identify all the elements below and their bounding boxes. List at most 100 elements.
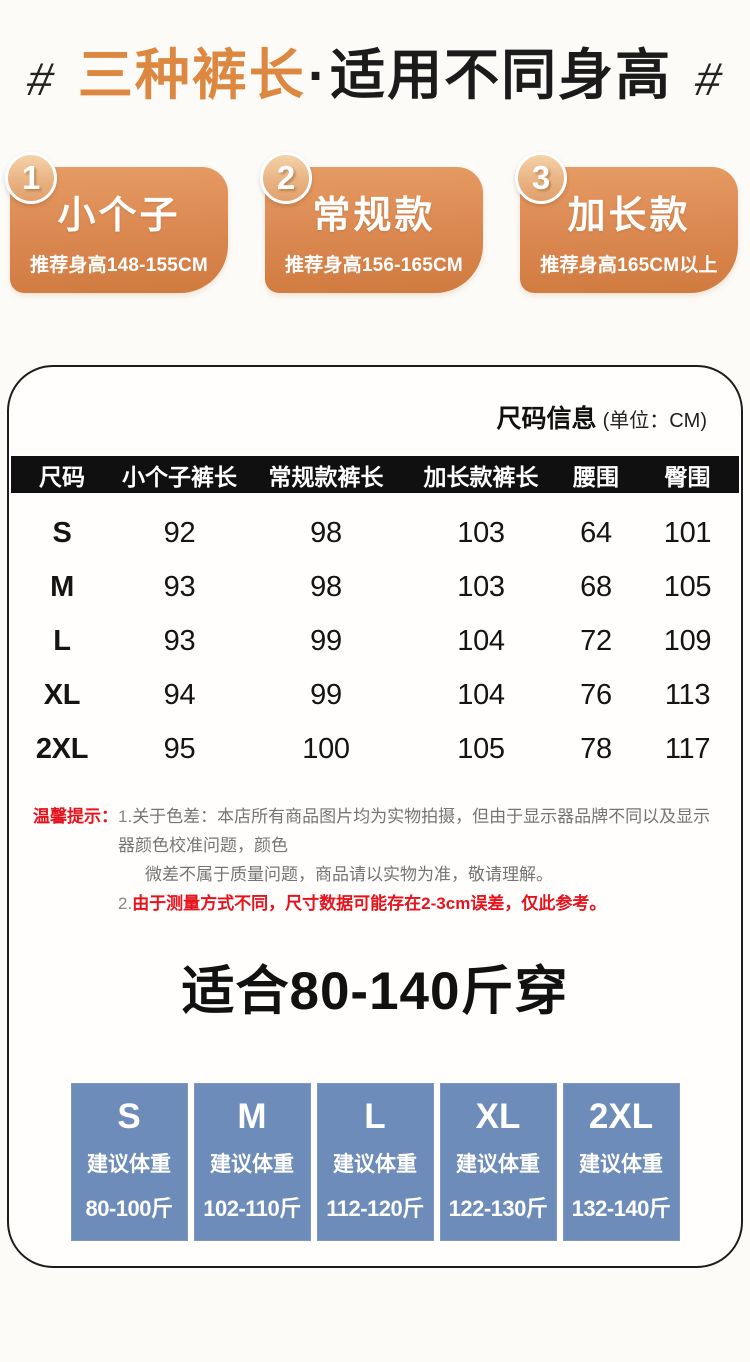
weight-card-label: 建议体重: [333, 1152, 417, 1176]
weight-card-size: L: [364, 1097, 386, 1137]
cell-petite-length: 95: [163, 732, 196, 765]
table-row: L 93 99 104 72 109: [11, 614, 739, 668]
cell-lengthened-length: 105: [457, 732, 505, 765]
size-table-header: 尺码 小个子裤长 常规款裤长 加长款裤长 腰围 臀围: [11, 456, 739, 494]
row-size-label: S: [52, 516, 72, 549]
cell-waist: 68: [580, 570, 612, 603]
weight-card-size: M: [237, 1097, 267, 1137]
variant-number-badge: 1: [5, 152, 57, 205]
size-info-title: 尺码信息: [496, 405, 597, 434]
weight-card-xl: XL 建议体重 122-130斤: [439, 1083, 557, 1242]
notice-line-3: 2.由于测量方式不同，尺寸数据可能存在2-3cm误差，仅此参考。: [118, 890, 723, 919]
notice-line-1: 1.关于色差：本店所有商品图片均为实物拍摄，但由于显示器品牌不同以及显示器颜色校…: [118, 803, 723, 861]
weight-card-range: 112-120斤: [326, 1196, 424, 1222]
cell-petite-length: 93: [163, 624, 196, 657]
variant-cards-row: 1 小个子 推荐身高148-155CM 2 常规款 推荐身高156-165CM …: [0, 152, 750, 294]
page-title-rest: 适用不同身高: [330, 44, 673, 106]
hash-decoration-left: #: [22, 52, 60, 105]
cell-waist: 72: [580, 624, 612, 657]
weight-card-label: 建议体重: [87, 1152, 171, 1176]
notice-line-2: 微差不属于质量问题，商品请以实物为准，敬请理解。: [145, 865, 553, 885]
size-info-header: 尺码信息 (单位：CM): [9, 367, 741, 435]
cell-regular-length: 98: [310, 516, 342, 549]
size-table-body: S 92 98 103 64 101 M 93 98 103 68 105 L …: [11, 506, 739, 776]
weight-card-label: 建议体重: [456, 1152, 540, 1176]
cell-regular-length: 100: [302, 732, 350, 765]
col-header-petite-length: 小个子裤长: [122, 463, 237, 490]
weight-card-range: 102-110斤: [203, 1196, 301, 1222]
notice-label: 温馨提示：: [33, 807, 118, 827]
variant-card-lengthened: 3 加长款 推荐身高165CM以上: [515, 152, 738, 294]
table-row: XL 94 99 104 76 113: [11, 668, 739, 722]
table-row: 2XL 95 100 105 78 117: [11, 722, 739, 776]
variant-number-badge: 2: [260, 152, 312, 205]
variant-height-range: 推荐身高156-165CM: [285, 255, 463, 277]
variant-name: 小个子: [57, 195, 181, 238]
table-row: S 92 98 103 64 101: [11, 506, 739, 560]
cell-lengthened-length: 104: [457, 624, 505, 657]
variant-card-regular: 2 常规款 推荐身高156-165CM: [260, 152, 483, 294]
col-header-lengthened-length: 加长款裤长: [423, 463, 539, 490]
row-size-label: 2XL: [35, 732, 89, 765]
col-header-waist: 腰围: [573, 463, 619, 490]
variant-height-range: 推荐身高165CM以上: [540, 255, 718, 277]
weight-card-m: M 建议体重 102-110斤: [193, 1083, 311, 1242]
cell-lengthened-length: 104: [457, 678, 505, 711]
cell-lengthened-length: 103: [457, 516, 505, 549]
notice-line-3-text: 由于测量方式不同，尺寸数据可能存在2-3cm误差，仅此参考。: [132, 893, 607, 913]
cell-hip: 101: [663, 516, 712, 549]
variant-name: 加长款: [567, 195, 691, 238]
variant-height-range: 推荐身高148-155CM: [30, 255, 208, 277]
weight-card-range: 122-130斤: [448, 1196, 548, 1222]
row-size-label: M: [50, 570, 74, 603]
cell-petite-length: 92: [163, 516, 196, 549]
notice-line-1-number: 1.: [118, 807, 133, 827]
size-info-panel: 尺码信息 (单位：CM) 尺码 小个子裤长 常规款裤长 加长款裤长 腰围 臀围 S…: [7, 365, 743, 1269]
cell-regular-length: 99: [310, 624, 342, 657]
fit-weight-title: 适合80-140斤穿: [181, 961, 569, 1021]
weight-card-s: S 建议体重 80-100斤: [70, 1083, 188, 1242]
cell-waist: 64: [580, 516, 612, 549]
col-header-hip: 臀围: [664, 463, 711, 490]
col-header-size: 尺码: [39, 463, 85, 490]
page-title-highlight: 三种裤长: [77, 44, 306, 106]
row-size-label: XL: [43, 678, 81, 711]
product-size-page: # 三种裤长·适用不同身高 # 1 小个子 推荐身高148-155CM 2 常规…: [0, 0, 750, 1269]
cell-waist: 78: [580, 732, 612, 765]
notice-line-3-number: 2.: [118, 893, 133, 913]
notice-block: 温馨提示： 1.关于色差：本店所有商品图片均为实物拍摄，但由于显示器品牌不同以及…: [33, 803, 723, 919]
weight-card-size: XL: [475, 1097, 521, 1137]
cell-hip: 113: [664, 678, 711, 711]
notice-body: 1.关于色差：本店所有商品图片均为实物拍摄，但由于显示器品牌不同以及显示器颜色校…: [118, 803, 723, 919]
variant-card-petite: 1 小个子 推荐身高148-155CM: [5, 152, 228, 294]
cell-petite-length: 93: [163, 570, 196, 603]
header-banner: # 三种裤长·适用不同身高 #: [0, 0, 750, 107]
page-title: 三种裤长·适用不同身高: [78, 44, 672, 107]
col-header-regular-length: 常规款裤长: [268, 463, 384, 490]
weight-card-size: 2XL: [588, 1097, 654, 1137]
cell-lengthened-length: 103: [457, 570, 505, 603]
cell-hip: 105: [663, 570, 712, 603]
cell-petite-length: 94: [163, 678, 196, 711]
weight-card-l: L 建议体重 112-120斤: [316, 1083, 434, 1242]
weight-card-label: 建议体重: [210, 1152, 294, 1176]
cell-waist: 76: [580, 678, 612, 711]
variant-name: 常规款: [312, 195, 436, 238]
page-title-separator: ·: [307, 44, 329, 106]
cell-regular-length: 99: [310, 678, 342, 711]
weight-card-size: S: [117, 1097, 141, 1137]
weight-card-range: 80-100斤: [85, 1196, 173, 1222]
cell-hip: 117: [664, 732, 711, 765]
cell-hip: 109: [663, 624, 712, 657]
weight-card-label: 建议体重: [579, 1152, 663, 1176]
hash-decoration-right: #: [690, 52, 728, 105]
cell-regular-length: 98: [310, 570, 342, 603]
notice-line-1-text: 关于色差：本店所有商品图片均为实物拍摄，但由于显示器品牌不同以及显示器颜色校准问…: [118, 807, 711, 856]
table-row: M 93 98 103 68 105: [11, 560, 739, 614]
weight-cards-row: S 建议体重 80-100斤 M 建议体重 102-110斤 L 建议体重 11…: [9, 1083, 741, 1242]
row-size-label: L: [53, 624, 71, 657]
weight-card-2xl: 2XL 建议体重 132-140斤: [562, 1083, 680, 1242]
variant-number-badge: 3: [515, 152, 567, 205]
size-info-unit: (单位：CM): [602, 410, 707, 433]
weight-card-range: 132-140斤: [571, 1196, 671, 1222]
